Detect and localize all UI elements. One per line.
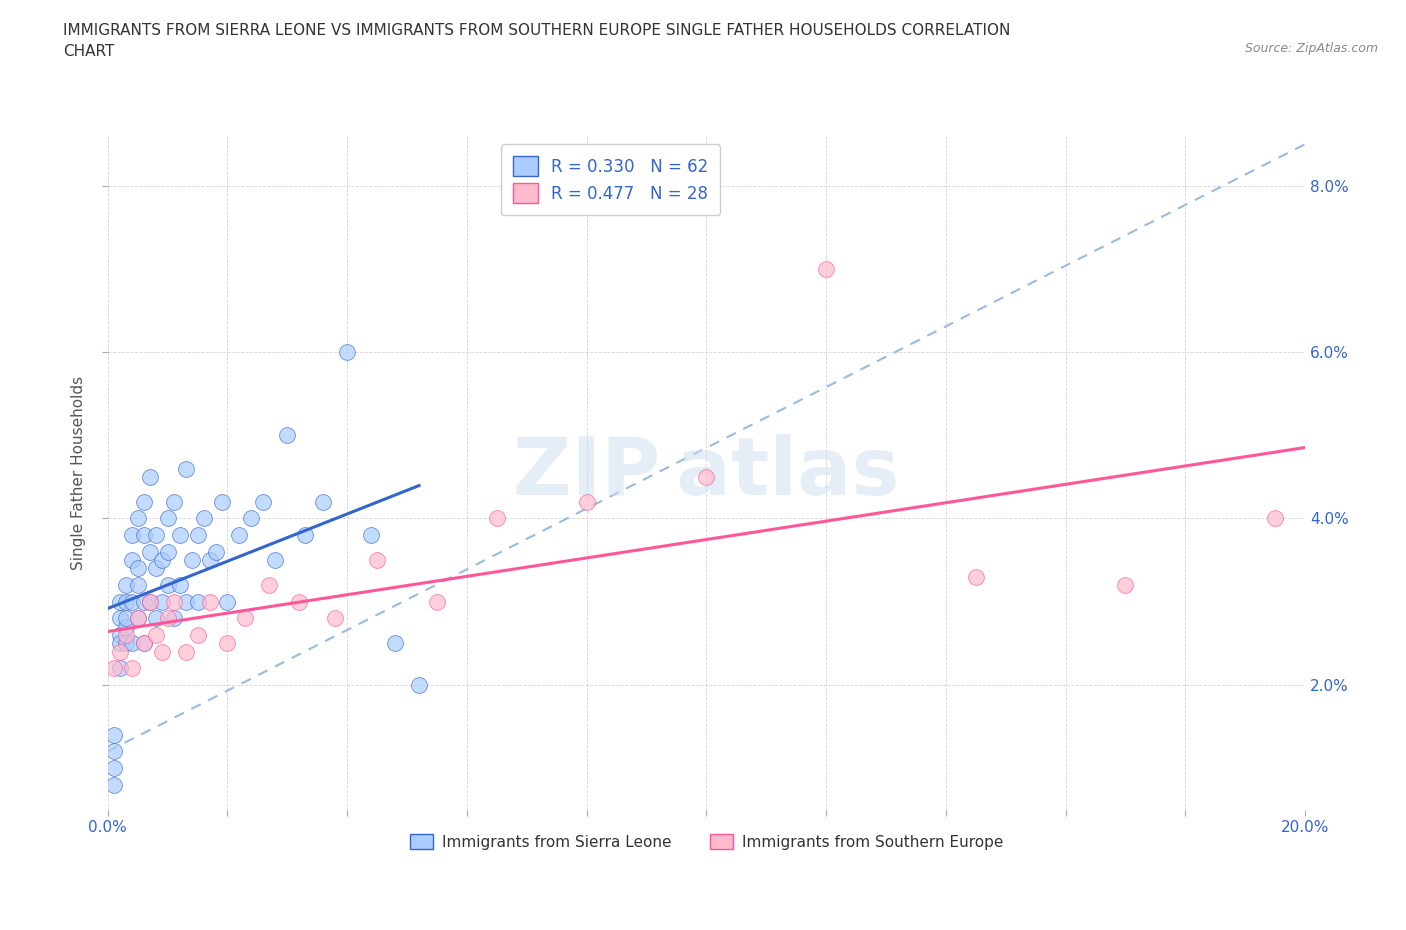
Point bbox=[121, 552, 143, 567]
Point bbox=[156, 544, 179, 559]
Point bbox=[156, 511, 179, 525]
Point bbox=[145, 561, 167, 576]
Point bbox=[228, 527, 250, 542]
Point bbox=[145, 527, 167, 542]
Point bbox=[198, 594, 221, 609]
Point bbox=[815, 261, 838, 276]
Point bbox=[235, 611, 257, 626]
Point bbox=[108, 660, 131, 675]
Y-axis label: Single Father Households: Single Father Households bbox=[72, 376, 86, 570]
Point bbox=[108, 636, 131, 651]
Point bbox=[114, 578, 136, 592]
Point bbox=[485, 511, 508, 525]
Point bbox=[276, 428, 298, 443]
Point bbox=[114, 619, 136, 634]
Point bbox=[121, 527, 143, 542]
Point bbox=[127, 611, 149, 626]
Point bbox=[162, 594, 184, 609]
Point bbox=[150, 644, 173, 659]
Point bbox=[121, 636, 143, 651]
Point bbox=[108, 628, 131, 643]
Point bbox=[1114, 578, 1136, 592]
Point bbox=[114, 628, 136, 643]
Point bbox=[108, 594, 131, 609]
Point bbox=[121, 594, 143, 609]
Point bbox=[162, 495, 184, 510]
Point bbox=[174, 461, 197, 476]
Point bbox=[132, 594, 155, 609]
Point bbox=[217, 594, 239, 609]
Point bbox=[426, 594, 449, 609]
Point bbox=[323, 611, 346, 626]
Point bbox=[366, 552, 388, 567]
Text: ZIP atlas: ZIP atlas bbox=[513, 433, 900, 512]
Point bbox=[132, 636, 155, 651]
Point bbox=[408, 677, 430, 692]
Point bbox=[211, 495, 233, 510]
Point bbox=[204, 544, 226, 559]
Point bbox=[103, 777, 125, 792]
Point bbox=[121, 660, 143, 675]
Point bbox=[336, 345, 359, 360]
Point bbox=[360, 527, 382, 542]
Point bbox=[114, 611, 136, 626]
Point bbox=[103, 744, 125, 759]
Point bbox=[384, 636, 406, 651]
Point bbox=[174, 644, 197, 659]
Point bbox=[138, 594, 160, 609]
Point bbox=[193, 511, 215, 525]
Point bbox=[150, 552, 173, 567]
Point bbox=[162, 611, 184, 626]
Point bbox=[169, 527, 191, 542]
Point bbox=[138, 544, 160, 559]
Point bbox=[575, 495, 598, 510]
Point bbox=[264, 552, 287, 567]
Point bbox=[145, 628, 167, 643]
Point bbox=[103, 761, 125, 776]
Point bbox=[132, 495, 155, 510]
Point bbox=[187, 527, 209, 542]
Point bbox=[127, 611, 149, 626]
Point bbox=[132, 636, 155, 651]
Legend: Immigrants from Sierra Leone, Immigrants from Southern Europe: Immigrants from Sierra Leone, Immigrants… bbox=[404, 828, 1010, 856]
Point bbox=[187, 628, 209, 643]
Point bbox=[312, 495, 335, 510]
Point bbox=[180, 552, 202, 567]
Point bbox=[103, 660, 125, 675]
Text: Source: ZipAtlas.com: Source: ZipAtlas.com bbox=[1244, 42, 1378, 55]
Point bbox=[108, 644, 131, 659]
Point bbox=[187, 594, 209, 609]
Point bbox=[198, 552, 221, 567]
Point bbox=[965, 569, 987, 584]
Point bbox=[259, 578, 281, 592]
Point bbox=[294, 527, 316, 542]
Point bbox=[138, 470, 160, 485]
Point bbox=[169, 578, 191, 592]
Point bbox=[217, 636, 239, 651]
Text: IMMIGRANTS FROM SIERRA LEONE VS IMMIGRANTS FROM SOUTHERN EUROPE SINGLE FATHER HO: IMMIGRANTS FROM SIERRA LEONE VS IMMIGRAN… bbox=[63, 23, 1011, 60]
Point bbox=[103, 727, 125, 742]
Point bbox=[108, 611, 131, 626]
Point bbox=[132, 527, 155, 542]
Point bbox=[156, 578, 179, 592]
Point bbox=[127, 511, 149, 525]
Point bbox=[138, 594, 160, 609]
Point bbox=[127, 578, 149, 592]
Point bbox=[288, 594, 311, 609]
Point bbox=[114, 636, 136, 651]
Point bbox=[252, 495, 274, 510]
Point bbox=[114, 594, 136, 609]
Point bbox=[156, 611, 179, 626]
Point bbox=[145, 611, 167, 626]
Point bbox=[174, 594, 197, 609]
Point bbox=[240, 511, 263, 525]
Point bbox=[150, 594, 173, 609]
Point bbox=[127, 561, 149, 576]
Point bbox=[695, 470, 717, 485]
Point bbox=[1264, 511, 1286, 525]
